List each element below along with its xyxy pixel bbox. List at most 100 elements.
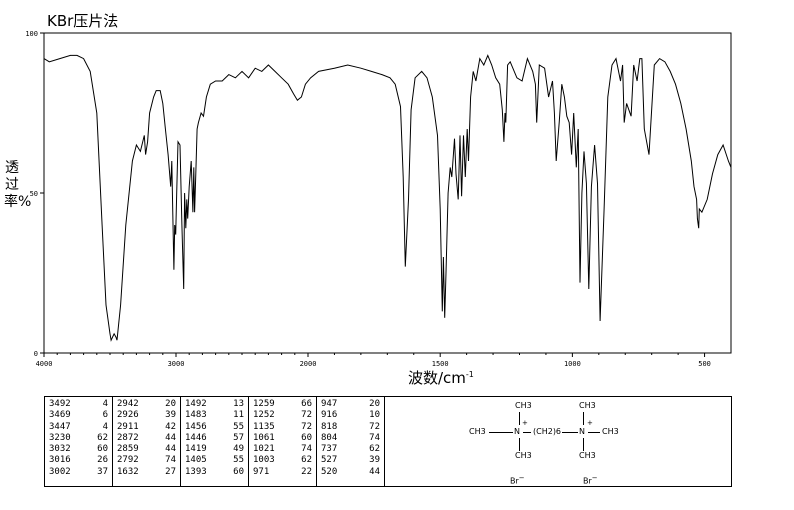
bond bbox=[523, 432, 531, 433]
y-tick-label: 100 bbox=[25, 30, 38, 38]
peak-table-column: 947 20 916 10 818 72 804 74 737 62 527 39 520 44 bbox=[317, 397, 385, 486]
peak-table-row: 737 62 bbox=[321, 444, 382, 455]
peak-table-row: 3002 37 bbox=[49, 467, 110, 478]
peak-wavenumber: 2942 bbox=[117, 399, 139, 409]
peak-wavenumber: 3230 bbox=[49, 432, 71, 443]
structure-plus-right: + bbox=[587, 419, 593, 427]
peak-wavenumber: 947 bbox=[321, 399, 338, 409]
peak-wavenumber: 1135 bbox=[253, 421, 275, 432]
peak-wavenumber: 1405 bbox=[185, 455, 207, 466]
peak-table-column: 1492 13 1483 11 1456 55 1446 57 1419 49 1405 55 1393… bbox=[181, 397, 249, 486]
peak-transmittance: 72 bbox=[301, 410, 312, 421]
plot-frame bbox=[43, 32, 732, 354]
br-right-symbol: Br bbox=[583, 476, 592, 486]
peak-transmittance: 42 bbox=[165, 421, 176, 432]
peak-transmittance: 62 bbox=[301, 455, 312, 466]
peak-table-column: 1259 66 1252 72 1135 72 1061 60 1021 74 1003 62 971 2… bbox=[249, 397, 317, 486]
peak-table-row: 1492 13 bbox=[185, 399, 246, 410]
peak-wavenumber: 1252 bbox=[253, 410, 275, 421]
bond bbox=[583, 412, 584, 425]
peak-table-row: 2911 42 bbox=[117, 422, 178, 433]
x-axis-label-text: 波数/cm bbox=[408, 369, 466, 387]
peak-transmittance: 10 bbox=[369, 410, 380, 421]
peak-transmittance: 13 bbox=[233, 399, 244, 409]
peak-table-row: 1456 55 bbox=[185, 422, 246, 433]
peak-wavenumber: 804 bbox=[321, 432, 338, 443]
y-axis-label: 透过率% bbox=[4, 160, 32, 210]
bond bbox=[583, 438, 584, 451]
peak-transmittance: 57 bbox=[233, 432, 244, 443]
peak-table-column: 3492 4 3469 6 3447 4 3230 62 3032 60 3016 26 3002 37 bbox=[45, 397, 113, 486]
peak-table-row: 2926 39 bbox=[117, 410, 178, 421]
structure-chain: (CH2)6 bbox=[533, 427, 562, 436]
chart-title: KBr压片法 bbox=[47, 12, 119, 30]
peak-wavenumber: 1259 bbox=[253, 399, 275, 409]
peak-table-row: 1021 74 bbox=[253, 444, 314, 455]
peak-transmittance: 20 bbox=[165, 399, 176, 409]
peak-transmittance: 62 bbox=[369, 444, 380, 455]
peak-table: 3492 4 3469 6 3447 4 3230 62 3032 60 3016 26 3002 37 2… bbox=[44, 396, 732, 487]
peak-table-row: 1446 57 bbox=[185, 433, 246, 444]
x-tick-label: 3000 bbox=[168, 360, 185, 368]
peak-transmittance: 44 bbox=[165, 432, 176, 443]
peak-wavenumber: 2911 bbox=[117, 421, 139, 432]
peak-wavenumber: 3447 bbox=[49, 421, 71, 432]
x-tick-label: 500 bbox=[698, 360, 711, 368]
peak-transmittance: 72 bbox=[369, 421, 380, 432]
peak-wavenumber: 1419 bbox=[185, 444, 207, 455]
x-tick-label: 1000 bbox=[564, 360, 581, 368]
bond bbox=[562, 432, 578, 433]
peak-table-row: 1419 49 bbox=[185, 444, 246, 455]
peak-table-row: 916 10 bbox=[321, 410, 382, 421]
peak-transmittance: 74 bbox=[165, 455, 176, 466]
peak-wavenumber: 1492 bbox=[185, 399, 207, 409]
x-axis-label-exponent: -1 bbox=[465, 370, 474, 379]
peak-transmittance: 22 bbox=[301, 466, 312, 477]
peak-table-row: 2859 44 bbox=[117, 444, 178, 455]
structure-ch3-top-left: CH3 bbox=[515, 401, 532, 410]
peak-transmittance: 4 bbox=[102, 421, 108, 432]
peak-table-row: 3230 62 bbox=[49, 433, 110, 444]
x-tick-label: 4000 bbox=[36, 360, 53, 368]
peak-transmittance: 60 bbox=[301, 432, 312, 443]
peak-wavenumber: 2872 bbox=[117, 432, 139, 443]
peak-table-row: 2872 44 bbox=[117, 433, 178, 444]
peak-transmittance: 55 bbox=[233, 455, 244, 466]
peak-transmittance: 44 bbox=[369, 466, 380, 477]
x-tick-label: 1500 bbox=[432, 360, 449, 368]
peak-wavenumber: 1003 bbox=[253, 455, 275, 466]
peak-wavenumber: 737 bbox=[321, 444, 338, 455]
y-tick-label: 50 bbox=[30, 190, 38, 198]
x-axis-label: 波数/cm-1 bbox=[408, 367, 474, 388]
peak-table-row: 3492 4 bbox=[49, 399, 110, 410]
structure-br-right: Br− bbox=[583, 474, 598, 486]
peak-transmittance: 74 bbox=[301, 444, 312, 455]
peak-table-row: 1483 11 bbox=[185, 410, 246, 421]
peak-transmittance: 11 bbox=[233, 410, 244, 421]
peak-table-row: 1632 27 bbox=[117, 467, 178, 478]
peak-transmittance: 49 bbox=[233, 444, 244, 455]
peak-wavenumber: 3492 bbox=[49, 399, 71, 409]
peak-table-row: 1259 66 bbox=[253, 399, 314, 410]
peak-wavenumber: 916 bbox=[321, 410, 338, 421]
peak-wavenumber: 1021 bbox=[253, 444, 275, 455]
br-left-symbol: Br bbox=[510, 476, 519, 486]
peak-transmittance: 6 bbox=[102, 410, 108, 421]
peak-transmittance: 60 bbox=[233, 466, 244, 477]
peak-wavenumber: 3002 bbox=[49, 466, 71, 477]
peak-table-row: 527 39 bbox=[321, 455, 382, 466]
peak-wavenumber: 2859 bbox=[117, 444, 139, 455]
peak-wavenumber: 1446 bbox=[185, 432, 207, 443]
peak-table-column: 2942 20 2926 39 2911 42 2872 44 2859 44 2792 74 1632… bbox=[113, 397, 181, 486]
molecular-structure: CH3 CH3 CH3 N + (CH2)6 N + CH3 CH3 CH3 B… bbox=[385, 397, 731, 486]
peak-transmittance: 20 bbox=[369, 399, 380, 409]
peak-wavenumber: 1061 bbox=[253, 432, 275, 443]
peak-wavenumber: 3016 bbox=[49, 455, 71, 466]
peak-transmittance: 26 bbox=[97, 455, 108, 466]
structure-n-right: N bbox=[579, 427, 585, 436]
bond bbox=[519, 438, 520, 451]
structure-ch3-bottom-left: CH3 bbox=[515, 451, 532, 460]
peak-transmittance: 37 bbox=[97, 466, 108, 477]
peak-wavenumber: 971 bbox=[253, 466, 270, 477]
peak-transmittance: 39 bbox=[369, 455, 380, 466]
